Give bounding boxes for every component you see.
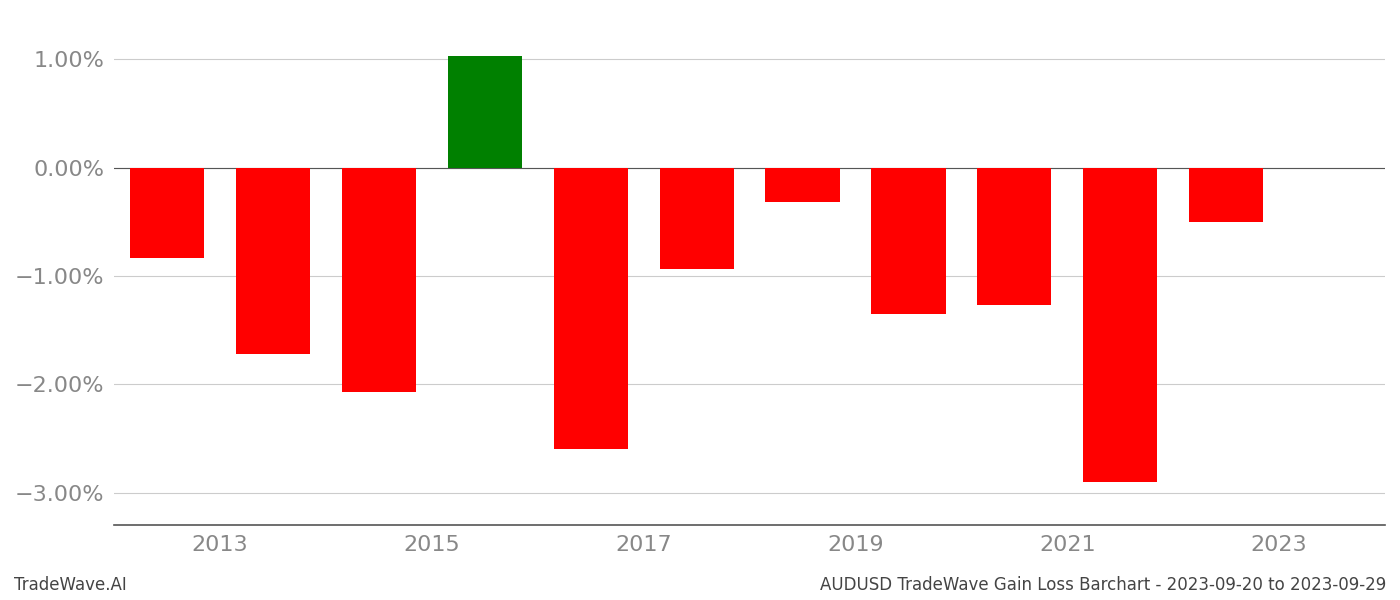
Bar <box>766 168 840 202</box>
Bar <box>871 168 945 314</box>
Bar <box>659 168 734 269</box>
Bar <box>553 168 627 449</box>
Bar <box>448 56 522 168</box>
Bar <box>237 168 311 354</box>
Bar <box>130 168 204 258</box>
Bar <box>1084 168 1158 482</box>
Bar <box>1189 168 1263 222</box>
Text: TradeWave.AI: TradeWave.AI <box>14 576 127 594</box>
Bar <box>977 168 1051 305</box>
Bar <box>342 168 416 392</box>
Text: AUDUSD TradeWave Gain Loss Barchart - 2023-09-20 to 2023-09-29: AUDUSD TradeWave Gain Loss Barchart - 20… <box>820 576 1386 594</box>
